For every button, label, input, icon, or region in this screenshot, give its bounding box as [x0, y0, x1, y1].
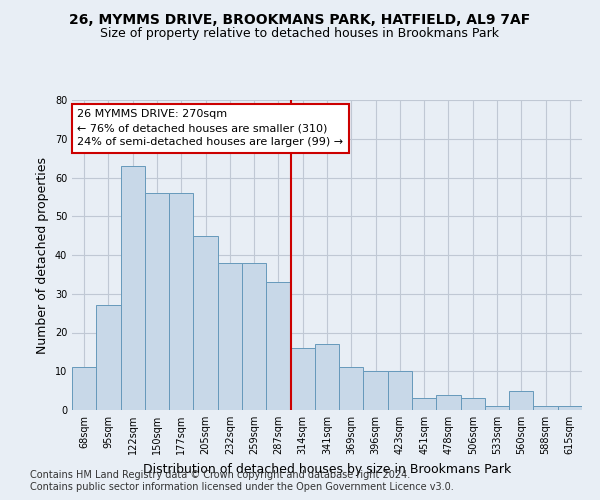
Bar	[509, 390, 533, 410]
Bar	[339, 368, 364, 410]
Text: 26, MYMMS DRIVE, BROOKMANS PARK, HATFIELD, AL9 7AF: 26, MYMMS DRIVE, BROOKMANS PARK, HATFIEL…	[70, 12, 530, 26]
Text: Contains HM Land Registry data © Crown copyright and database right 2024.: Contains HM Land Registry data © Crown c…	[30, 470, 410, 480]
Bar	[218, 263, 242, 410]
Bar	[412, 398, 436, 410]
Bar	[290, 348, 315, 410]
Bar	[364, 371, 388, 410]
Bar	[388, 371, 412, 410]
Bar	[315, 344, 339, 410]
Bar	[558, 406, 582, 410]
Y-axis label: Number of detached properties: Number of detached properties	[36, 156, 49, 354]
Bar	[96, 306, 121, 410]
Bar	[169, 193, 193, 410]
Bar	[72, 368, 96, 410]
Bar	[485, 406, 509, 410]
Text: Size of property relative to detached houses in Brookmans Park: Size of property relative to detached ho…	[101, 28, 499, 40]
Bar	[461, 398, 485, 410]
Bar	[121, 166, 145, 410]
Bar	[436, 394, 461, 410]
Bar	[242, 263, 266, 410]
Text: Contains public sector information licensed under the Open Government Licence v3: Contains public sector information licen…	[30, 482, 454, 492]
Text: 26 MYMMS DRIVE: 270sqm
← 76% of detached houses are smaller (310)
24% of semi-de: 26 MYMMS DRIVE: 270sqm ← 76% of detached…	[77, 110, 343, 148]
Bar	[266, 282, 290, 410]
X-axis label: Distribution of detached houses by size in Brookmans Park: Distribution of detached houses by size …	[143, 462, 511, 475]
Bar	[193, 236, 218, 410]
Bar	[145, 193, 169, 410]
Bar	[533, 406, 558, 410]
